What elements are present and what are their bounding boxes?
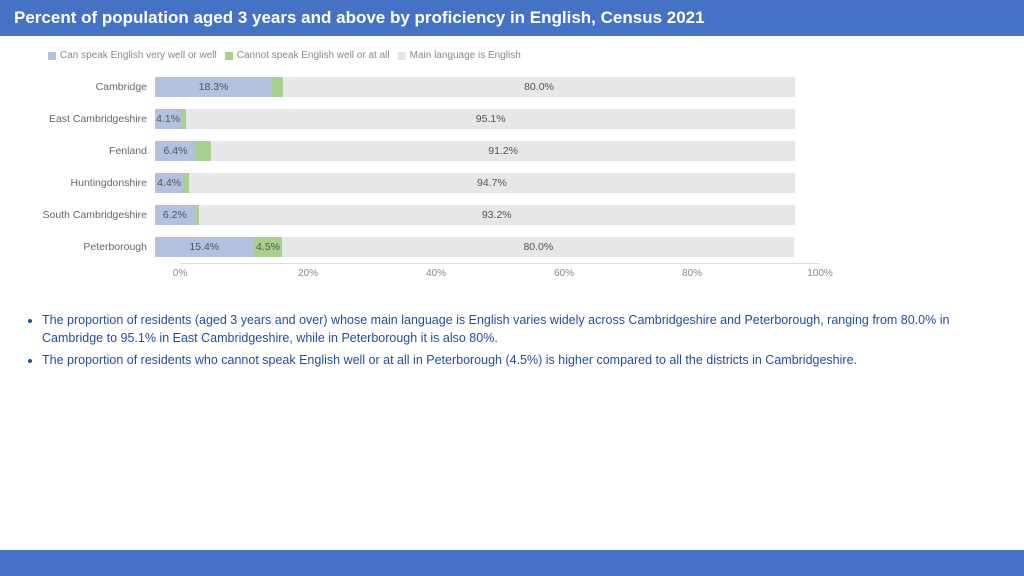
legend-label: Main language is English [410, 50, 521, 61]
bar-segment: 80.0% [283, 77, 795, 97]
chart-row: Cambridge18.3% 80.0% [25, 71, 800, 103]
bar-value-label: 4.4% [157, 177, 181, 189]
legend-item: Can speak English very well or well [48, 50, 217, 61]
row-label: East Cambridgeshire [25, 113, 155, 125]
row-label: Fenland [25, 145, 155, 157]
bar-value-label: 6.2% [163, 209, 187, 221]
commentary-item: The proportion of residents (aged 3 year… [42, 311, 1000, 347]
bar-segment: 80.0% [282, 237, 794, 257]
row-label: South Cambridgeshire [25, 209, 155, 221]
row-label: Peterborough [25, 241, 155, 253]
axis-tick: 20% [298, 268, 318, 279]
bar-segment: 18.3% [155, 77, 272, 97]
chart-row: Fenland 6.4% 91.2% [25, 135, 800, 167]
footer-bar [0, 550, 1024, 576]
commentary-item: The proportion of residents who cannot s… [42, 351, 1000, 369]
chart-row: Peterborough15.4%4.5%80.0% [25, 231, 800, 263]
chart-row: Huntingdonshire4.4% 94.7% [25, 167, 800, 199]
chart-legend: Can speak English very well or well Canno… [0, 36, 1024, 71]
chart-row: South Cambridgeshire 6.2% 93.2% [25, 199, 800, 231]
bar-track: 4.1% 95.1% [155, 109, 795, 129]
bar-track: 4.4% 94.7% [155, 173, 795, 193]
bar-segment: 6.4% [155, 141, 196, 161]
bar-segment: 91.2% [211, 141, 795, 161]
bar-segment: 95.1% [186, 109, 795, 129]
legend-label: Cannot speak English well or at all [237, 50, 390, 61]
bar-segment: 94.7% [189, 173, 795, 193]
page-header: Percent of population aged 3 years and a… [0, 0, 1024, 36]
page-title: Percent of population aged 3 years and a… [14, 8, 705, 27]
axis-tick: 60% [554, 268, 574, 279]
bar-value-label: 6.4% [164, 145, 188, 157]
bar-track: 18.3% 80.0% [155, 77, 795, 97]
legend-swatch [225, 52, 233, 60]
legend-swatch [398, 52, 406, 60]
bar-track: 6.2% 93.2% [155, 205, 795, 225]
bar-segment: 15.4% [155, 237, 254, 257]
commentary-list: The proportion of residents (aged 3 year… [24, 311, 1000, 369]
axis-tick: 80% [682, 268, 702, 279]
bar-segment: 4.1% [155, 109, 181, 129]
bar-value-label: 4.1% [156, 113, 180, 125]
axis-tick: 40% [426, 268, 446, 279]
bar-track: 15.4%4.5%80.0% [155, 237, 795, 257]
bar-segment [272, 77, 283, 97]
axis-tick: 0% [173, 268, 187, 279]
bar-segment: 4.5% [254, 237, 283, 257]
chart-row: East Cambridgeshire4.1% 95.1% [25, 103, 800, 135]
legend-item: Cannot speak English well or at all [225, 50, 390, 61]
row-label: Huntingdonshire [25, 177, 155, 189]
legend-label: Can speak English very well or well [60, 50, 217, 61]
legend-item: Main language is English [398, 50, 521, 61]
bar-segment: 93.2% [199, 205, 795, 225]
axis-tick: 100% [807, 268, 833, 279]
bar-value-label: 4.5% [256, 241, 280, 253]
bar-segment [196, 141, 211, 161]
bar-segment: 6.2% [155, 205, 195, 225]
row-label: Cambridge [25, 81, 155, 93]
bar-track: 6.4% 91.2% [155, 141, 795, 161]
x-axis: 0%20%40%60%80%100% [180, 263, 820, 283]
chart: Cambridge18.3%80.0%East Cambridgeshire4.… [0, 71, 800, 283]
bar-segment: 4.4% [155, 173, 183, 193]
legend-swatch [48, 52, 56, 60]
